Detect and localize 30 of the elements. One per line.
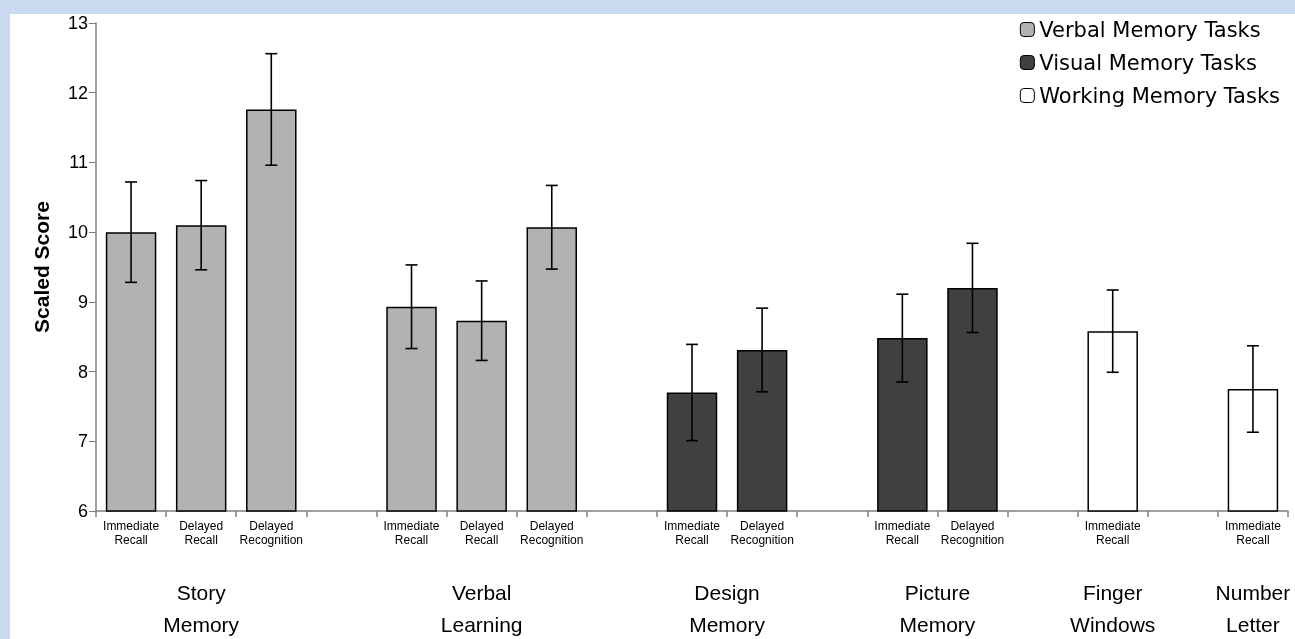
y-tick-label: 8 (77, 361, 88, 382)
text: Story Memory (163, 580, 240, 636)
y-tick-label: 10 (67, 222, 88, 243)
legend-label: Working Memory Tasks (1039, 83, 1280, 108)
y-tick-label: 11 (69, 152, 88, 173)
y-axis-title: Scaled Score (30, 201, 53, 333)
y-tick-label: 12 (67, 82, 88, 103)
x-tick-label: Immediate Recall (874, 519, 931, 547)
legend-label: Visual Memory Tasks (1039, 50, 1258, 75)
x-tick-label: Immediate Recall (1224, 519, 1282, 547)
text: Picture Memory (899, 580, 976, 636)
x-tick-label: Delayed Recognition (520, 519, 584, 547)
x-tick-label: Immediate Recall (1084, 519, 1142, 547)
x-tick-label: Delayed Recall (459, 519, 504, 547)
x-tick-label: Immediate Recall (103, 519, 160, 547)
legend-label: Verbal Memory Tasks (1039, 17, 1261, 42)
x-tick-label: Immediate Recall (663, 519, 721, 547)
x-tick-label: Delayed Recognition (239, 519, 303, 547)
y-tick-label: 6 (77, 501, 88, 521)
text: Verbal Learning (440, 580, 523, 636)
y-tick-label: 7 (77, 431, 88, 452)
text: Number Letter (1215, 580, 1291, 636)
y-tick-label: 13 (67, 13, 88, 33)
text: Design Memory (689, 580, 766, 636)
x-tick-label: Delayed Recall (179, 519, 224, 547)
x-tick-label: Delayed Recognition (940, 519, 1005, 547)
y-tick-label: 9 (77, 291, 88, 312)
x-tick-label: Delayed Recognition (730, 519, 794, 547)
text: Finger Windows (1070, 580, 1156, 636)
x-tick-label: Immediate Recall (383, 519, 440, 547)
